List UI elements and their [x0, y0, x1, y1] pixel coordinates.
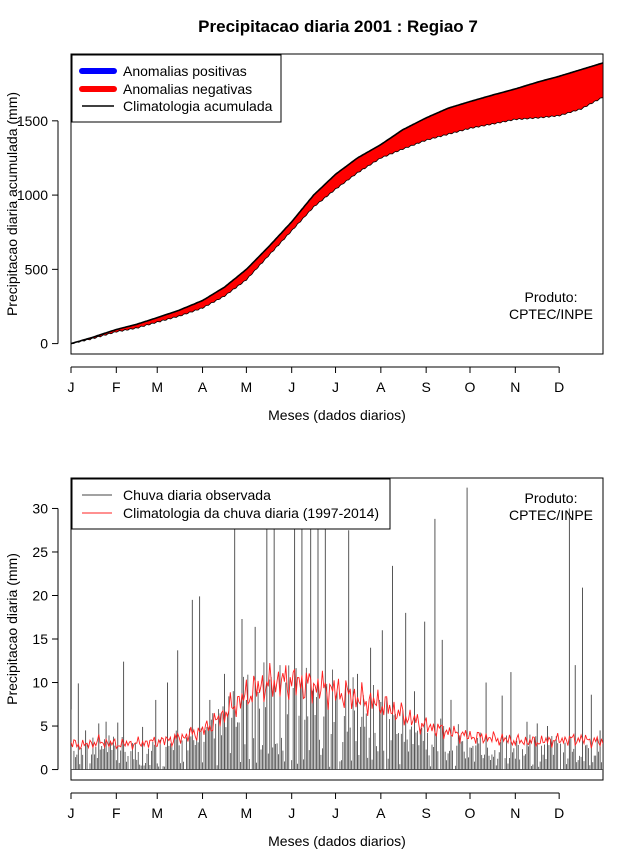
x-tick-label: A [198, 379, 208, 395]
x-tick-label: A [376, 379, 386, 395]
y-tick-label: 1500 [17, 113, 48, 129]
y-tick-label: 500 [25, 261, 49, 277]
climatology-cumulative-line [70, 62, 604, 345]
x-tick-label: M [241, 379, 253, 395]
y-tick-label: 5 [40, 718, 48, 734]
plot-frame [70, 477, 604, 781]
y-tick-label: 1000 [17, 187, 48, 203]
x-tick-label: J [332, 805, 339, 821]
legend: Anomalias positivas Anomalias negativasCl… [71, 54, 282, 123]
legend-box [71, 478, 391, 530]
x-tick-label: A [198, 805, 208, 821]
legend-label: Anomalias positivas [123, 63, 247, 79]
x-tick-label: J [68, 379, 75, 395]
plot-frame [70, 53, 604, 355]
x-axis-label: Meses (dados diarios) [268, 407, 406, 423]
y-tick-label: 10 [32, 675, 48, 691]
product-source: CPTEC/INPE [509, 306, 593, 322]
legend-label: Chuva diaria observada [123, 487, 271, 503]
y-axis-label: Precipitacao diaria acumulada (mm) [4, 92, 20, 316]
y-tick-label: 20 [32, 587, 48, 603]
daily-precipitation-plot: J F M A M J J A S O N D 0 5 10 15 20 25 30 Meses (dados dia… [4, 477, 604, 849]
x-axis-label: Meses (dados diarios) [268, 833, 406, 849]
x-tick-label: S [421, 805, 430, 821]
x-tick-label: N [510, 379, 520, 395]
x-tick-label: J [288, 805, 295, 821]
x-tick-label: A [376, 805, 386, 821]
product-source: CPTEC/INPE [509, 507, 593, 523]
x-tick-label: F [112, 805, 121, 821]
x-tick-label: O [465, 805, 476, 821]
legend-label: Climatologia acumulada [123, 98, 273, 114]
observed-rainfall-bars [71, 487, 603, 770]
product-label: Produto: [525, 289, 578, 305]
x-tick-label: D [554, 379, 564, 395]
y-axis-label: Precipitacao diaria (mm) [4, 553, 20, 705]
x-tick-label: M [151, 805, 163, 821]
y-tick-label: 0 [40, 336, 48, 352]
x-tick-label: M [241, 805, 253, 821]
x-tick-label: J [332, 379, 339, 395]
y-tick-label: 30 [32, 500, 48, 516]
climatology-daily-line [71, 662, 603, 751]
y-tick-label: 15 [32, 631, 48, 647]
x-tick-label: O [465, 379, 476, 395]
legend: Chuva diaria observada Climatologia da ch… [71, 478, 391, 530]
x-tick-label: S [421, 379, 430, 395]
chart-title: Precipitacao diaria 2001 : Regiao 7 [198, 17, 478, 36]
y-tick-label: 25 [32, 544, 48, 560]
x-tick-label: J [288, 379, 295, 395]
x-tick-label: F [112, 379, 121, 395]
x-tick-label: M [151, 379, 163, 395]
legend-label: Anomalias negativas [123, 81, 252, 97]
cumulative-precipitation-plot: J F M A M J J A S O N D 0 500 1000 1500 Meses (dados dia… [4, 53, 604, 423]
x-tick-label: N [510, 805, 520, 821]
legend-label: Climatologia da chuva diaria (1997-2014) [123, 505, 379, 521]
product-label: Produto: [525, 490, 578, 506]
x-tick-label: D [554, 805, 564, 821]
y-tick-label: 0 [40, 762, 48, 778]
x-tick-label: J [68, 805, 75, 821]
